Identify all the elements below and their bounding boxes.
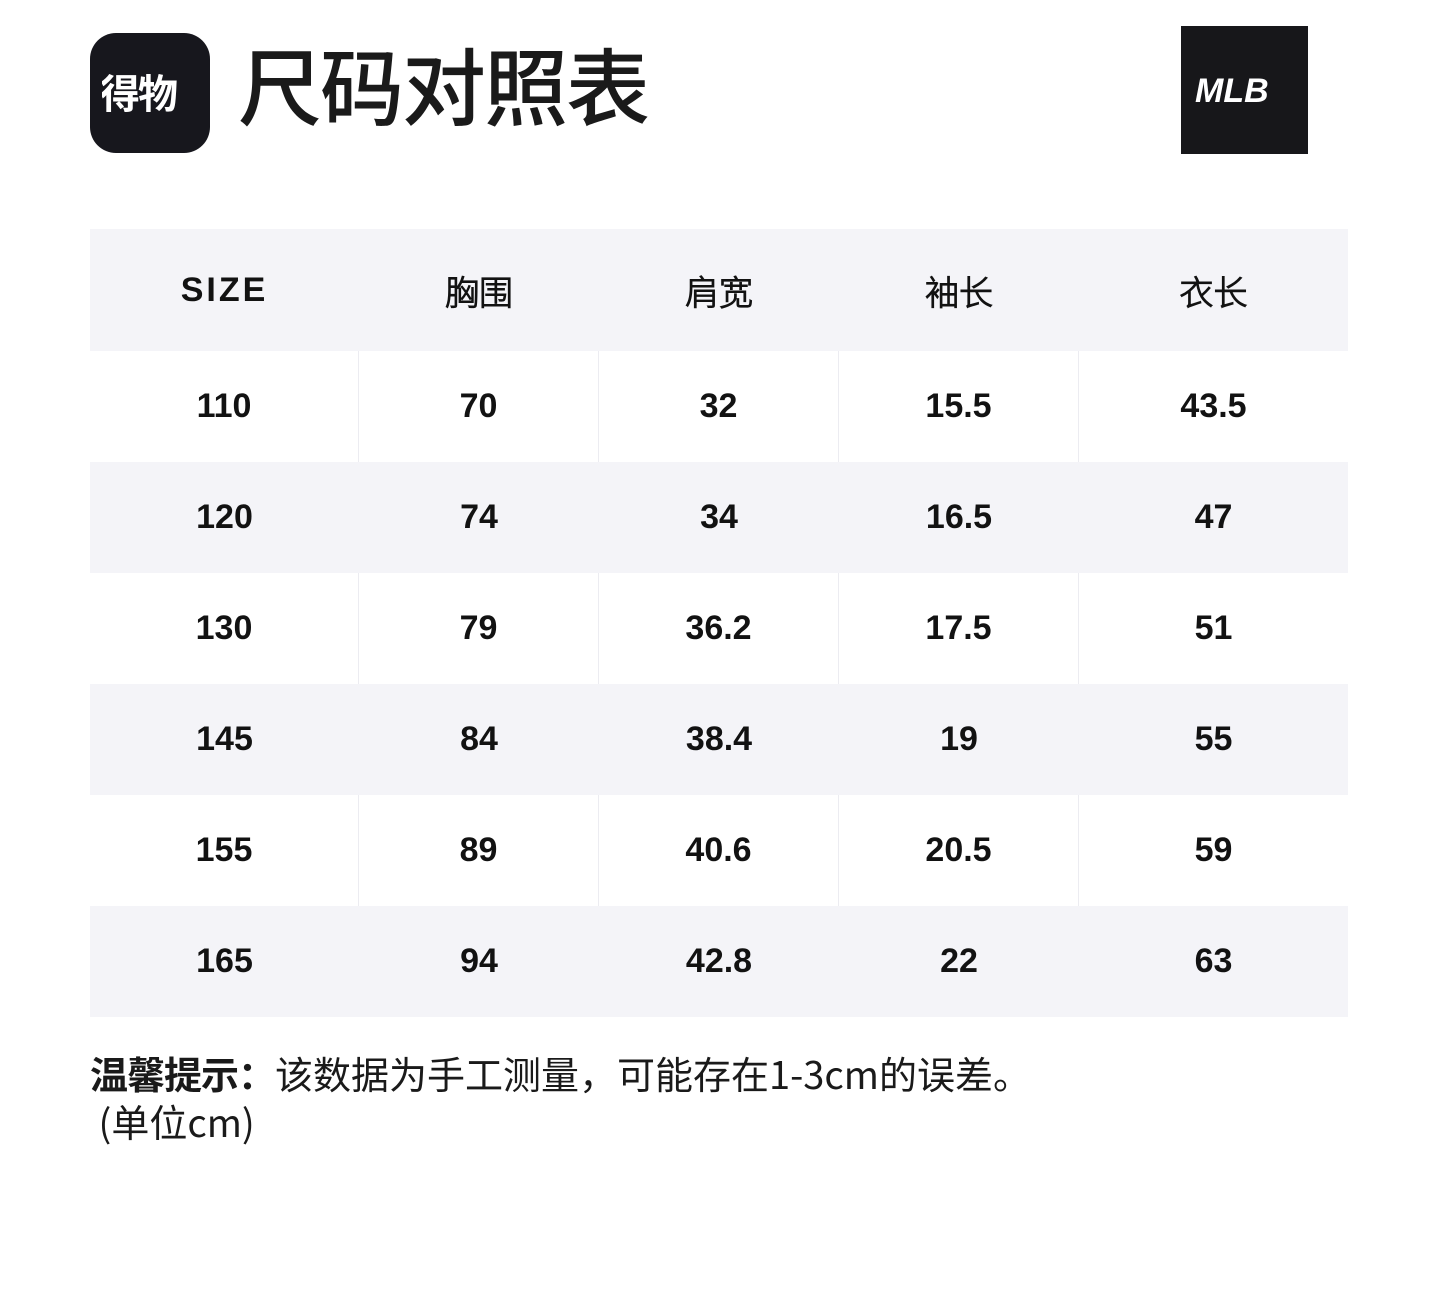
svg-text:得物: 得物 xyxy=(102,69,177,117)
svg-text:MLB: MLB xyxy=(1195,72,1269,110)
